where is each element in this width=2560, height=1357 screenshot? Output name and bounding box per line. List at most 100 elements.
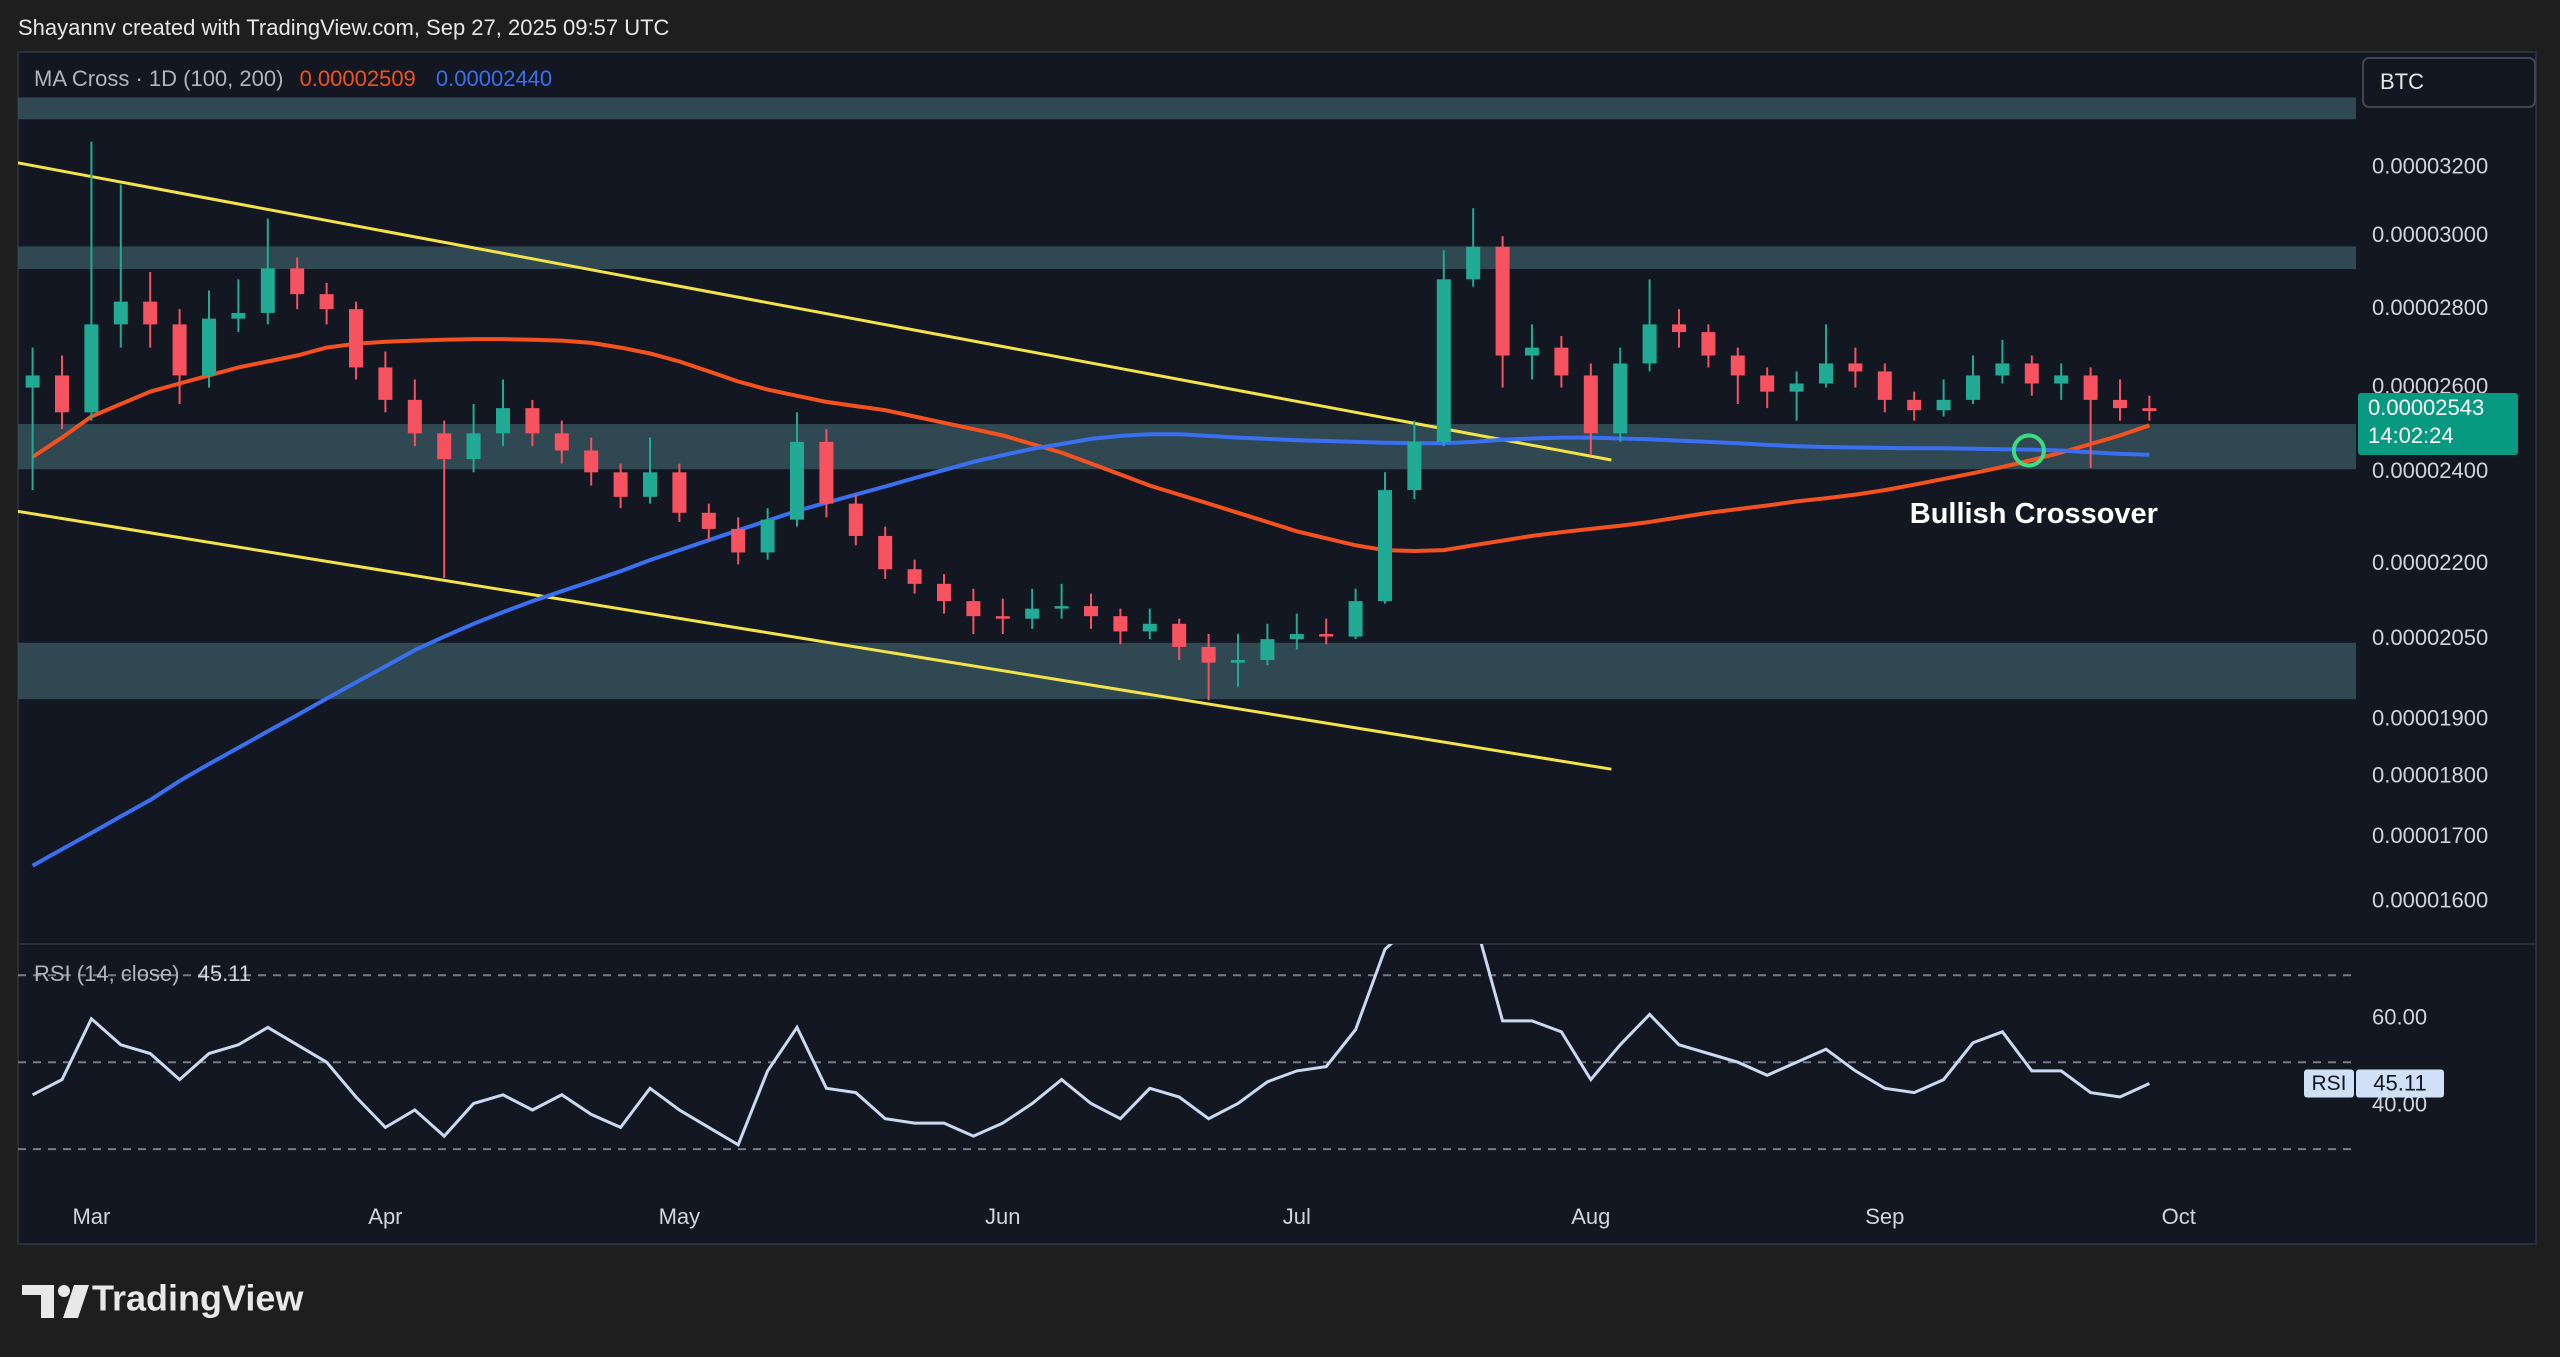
y-tick-label: 0.00001600 xyxy=(2372,887,2488,912)
candle-body xyxy=(1525,347,1539,356)
candle-body xyxy=(2024,363,2039,384)
trendline xyxy=(18,509,1612,771)
candle-body xyxy=(1789,383,1804,392)
y-tick-label: 0.00001900 xyxy=(2372,705,2488,730)
rsi-label: RSI (14, close) xyxy=(34,961,180,986)
candle-body xyxy=(1672,324,1686,333)
rsi-tag: RSI xyxy=(2311,1072,2346,1095)
x-tick-label: Mar xyxy=(72,1204,110,1229)
candle-body xyxy=(966,601,981,617)
y-tick-label: 0.00002400 xyxy=(2372,458,2488,483)
candle-body xyxy=(1084,606,1098,617)
trendline xyxy=(18,161,1612,462)
candle-body xyxy=(1054,606,1069,609)
candle-body xyxy=(349,309,363,368)
rsi-pane xyxy=(18,944,2356,1151)
candle-body xyxy=(25,375,40,388)
y-tick-label: 0.00002050 xyxy=(2372,625,2488,650)
candle-body xyxy=(1289,634,1304,640)
brand-name: TradingView xyxy=(92,1278,304,1319)
y-tick-label: 0.00001700 xyxy=(2372,823,2488,848)
candle-body xyxy=(2083,375,2098,400)
candle-body xyxy=(760,519,775,553)
rsi-value-tag xyxy=(2356,1069,2444,1098)
zone xyxy=(18,424,2356,470)
y-tick-label: 0.00001800 xyxy=(2372,763,2488,788)
candle-body xyxy=(613,472,628,497)
candle-body xyxy=(848,503,863,536)
logo-bar xyxy=(22,1285,54,1295)
candle-body xyxy=(525,408,540,434)
candle-body xyxy=(319,294,334,310)
candle-body xyxy=(1848,363,1863,372)
rsi-value-label: 45.11 xyxy=(2373,1070,2426,1095)
y-tick-label: 0.00003000 xyxy=(2372,222,2488,247)
symbol-text[interactable]: BTC xyxy=(2380,69,2424,94)
rsi-tag-box xyxy=(2304,1069,2354,1098)
candle-body xyxy=(143,301,158,325)
x-tick-label: Jul xyxy=(1283,1204,1311,1229)
candle-body xyxy=(1642,324,1657,364)
candle-body xyxy=(1466,246,1481,280)
candle-body xyxy=(55,375,69,413)
candle-body xyxy=(1730,355,1745,376)
candle-body xyxy=(1025,608,1040,619)
candle-body xyxy=(2142,408,2157,412)
axes: 0.000032000.000030000.000028000.00002600… xyxy=(72,154,2518,1229)
candle-body xyxy=(1142,623,1157,632)
logo-dot xyxy=(58,1285,70,1297)
candle-body xyxy=(878,535,893,570)
candle-body xyxy=(819,441,834,504)
countdown-label: 14:02:24 xyxy=(2368,423,2454,448)
candle-body xyxy=(1378,490,1392,602)
candle-body xyxy=(1966,375,1980,400)
legend-value: 0.00002509 xyxy=(300,66,416,91)
x-tick-label: Apr xyxy=(368,1204,402,1229)
candle-body xyxy=(1172,623,1187,647)
candle-body xyxy=(1613,363,1628,434)
candle-body xyxy=(466,433,481,460)
rsi-line xyxy=(31,944,2151,1147)
candle-body xyxy=(1936,399,1951,411)
rsi-value: 45.11 xyxy=(198,961,251,986)
candle-body xyxy=(907,569,922,584)
candle-body xyxy=(113,301,128,325)
candle-body xyxy=(1436,279,1451,442)
rsi-legend: RSI (14, close) 45.11 xyxy=(34,961,251,986)
crossover-marker xyxy=(2011,433,2046,468)
candle-body xyxy=(407,399,422,434)
candle-body xyxy=(1260,639,1275,661)
brand-logo xyxy=(22,1285,89,1318)
candle-body xyxy=(1348,601,1363,637)
candle-body xyxy=(84,324,99,413)
candle-body xyxy=(1701,332,1716,356)
candle-body xyxy=(1319,634,1334,637)
candle-body xyxy=(378,367,393,400)
x-tick-label: Aug xyxy=(1571,1204,1610,1229)
candle-body xyxy=(1819,363,1833,384)
header-text: Shayannv created with TradingView.com, S… xyxy=(18,15,670,40)
y-tick-label: 0.00002800 xyxy=(2372,295,2488,320)
x-tick-label: Sep xyxy=(1865,1204,1904,1229)
candle-body xyxy=(1407,441,1422,491)
candle-body xyxy=(672,472,687,513)
y-tick-label: 0.00003200 xyxy=(2372,154,2488,179)
candle-body xyxy=(437,433,452,460)
rsi-tick-label: 60.00 xyxy=(2372,1005,2427,1030)
candle-body xyxy=(701,512,716,529)
symbol-box[interactable] xyxy=(2362,57,2536,108)
ma-line xyxy=(31,337,2151,554)
ma-line xyxy=(31,432,2150,868)
logo-stem xyxy=(41,1285,54,1318)
candle-body xyxy=(2054,375,2069,384)
legend-value: 0.00002440 xyxy=(436,66,552,91)
candle-body xyxy=(1495,246,1510,356)
candle-body xyxy=(172,324,187,376)
candle-body xyxy=(1907,399,1922,411)
candle-body xyxy=(790,441,804,520)
y-tick-label: 0.00002200 xyxy=(2372,550,2488,575)
candle-body xyxy=(731,528,746,553)
candle-body xyxy=(643,472,657,497)
